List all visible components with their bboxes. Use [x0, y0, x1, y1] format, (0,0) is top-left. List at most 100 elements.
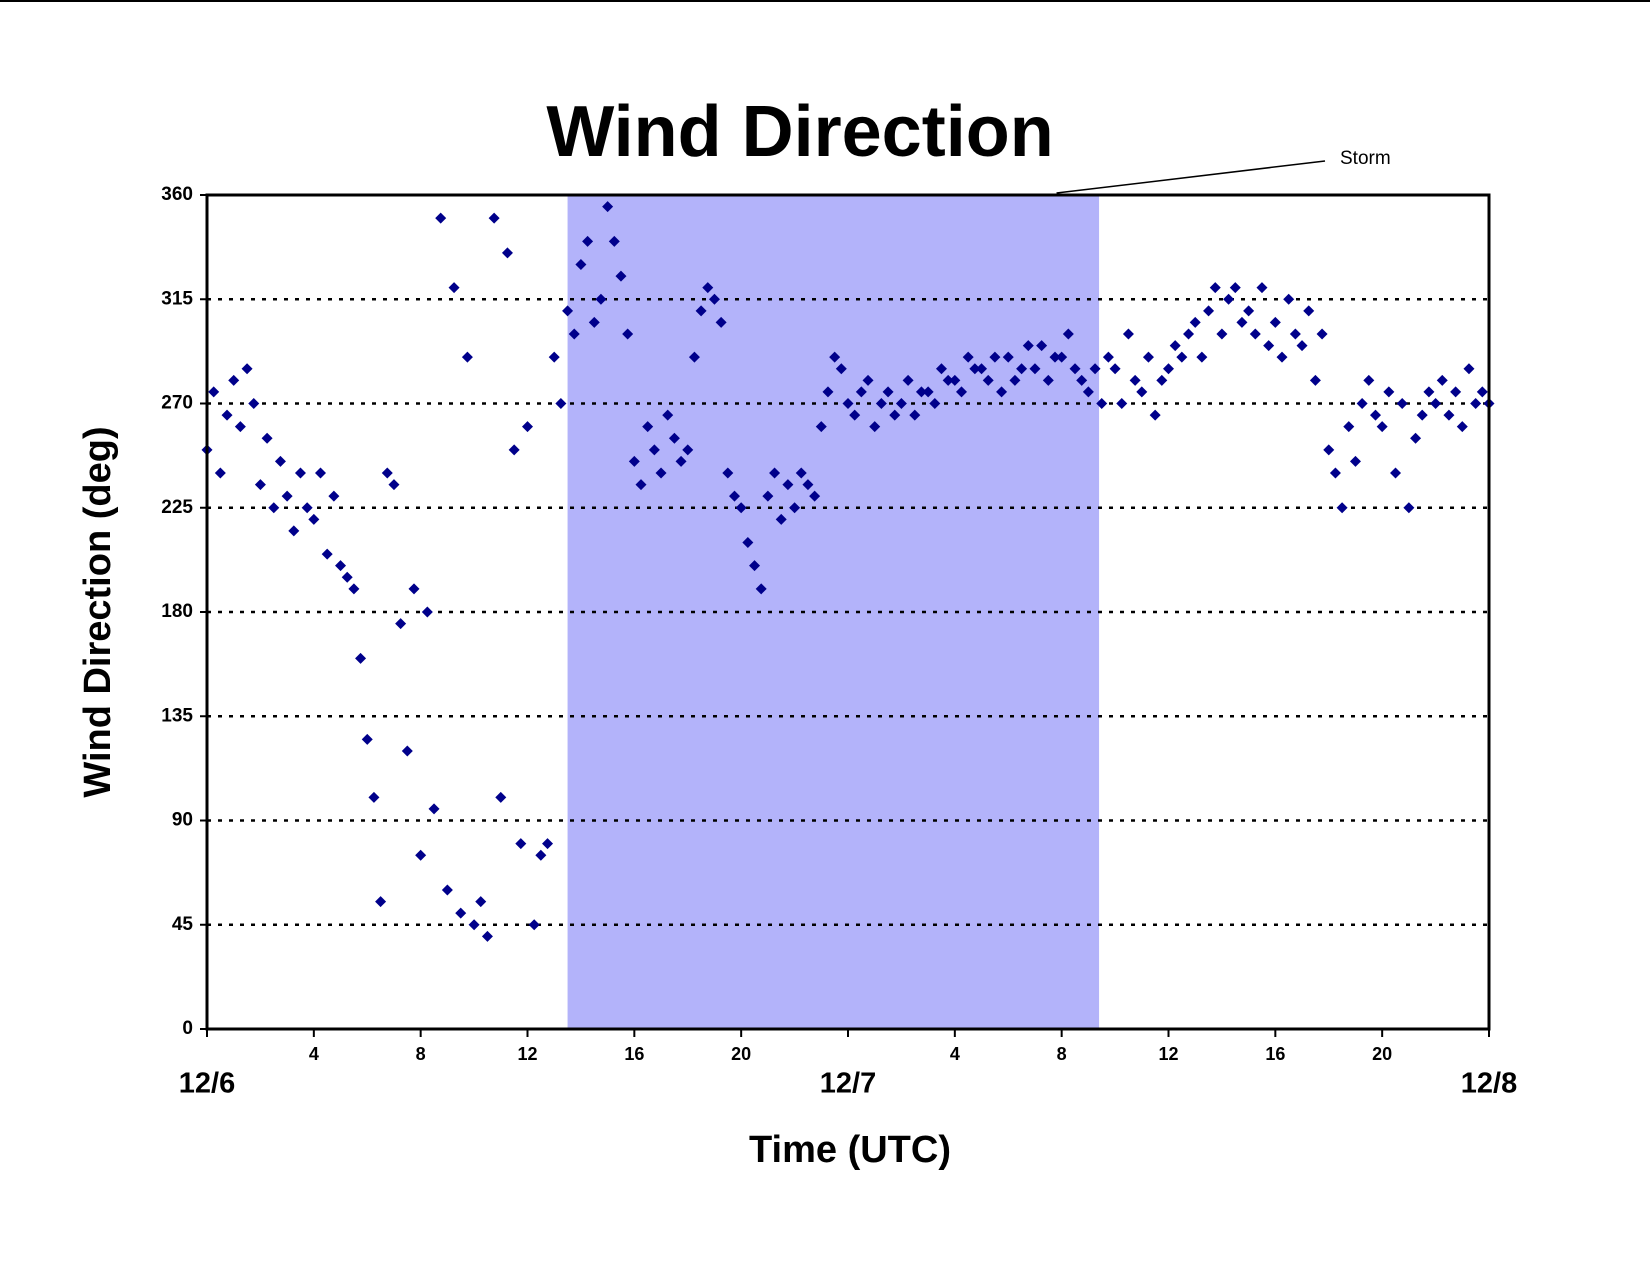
data-point: [1336, 502, 1348, 514]
data-point: [308, 513, 320, 525]
data-point: [862, 374, 874, 386]
data-point: [956, 386, 968, 398]
data-point: [1476, 386, 1488, 398]
data-point: [421, 606, 433, 618]
data-point: [762, 490, 774, 502]
data-point: [735, 502, 747, 514]
data-point: [1309, 374, 1321, 386]
data-point: [335, 560, 347, 572]
data-point: [1149, 409, 1161, 421]
data-point: [622, 328, 634, 340]
data-point: [1136, 386, 1148, 398]
data-point: [214, 467, 226, 479]
data-point: [842, 398, 854, 409]
y-axis-label: Wind Direction (deg): [77, 426, 119, 797]
data-point: [1450, 386, 1462, 398]
data-point: [1470, 398, 1482, 409]
data-point: [829, 351, 841, 363]
data-point: [1243, 305, 1255, 317]
data-point: [582, 235, 594, 247]
data-point: [562, 305, 574, 317]
data-point: [548, 351, 560, 363]
data-point: [1249, 328, 1261, 340]
data-point: [488, 212, 500, 224]
data-point: [1176, 351, 1188, 363]
data-point: [1183, 328, 1195, 340]
chart-title: Wind Direction: [546, 92, 1053, 172]
data-point: [1169, 340, 1181, 352]
data-point: [575, 259, 587, 270]
data-point: [962, 351, 974, 363]
x-tick-label: 16: [1265, 1044, 1285, 1064]
data-point: [522, 421, 533, 433]
data-point: [321, 548, 333, 560]
data-point: [1163, 363, 1174, 375]
data-point: [341, 571, 353, 583]
data-point: [368, 791, 380, 803]
data-point: [1096, 398, 1108, 409]
data-point: [969, 363, 981, 375]
data-point: [468, 919, 480, 931]
data-point: [942, 374, 954, 386]
data-point: [628, 455, 640, 467]
data-point: [555, 398, 567, 409]
data-point: [268, 502, 280, 514]
data-point: [428, 803, 440, 815]
data-point: [408, 583, 420, 595]
data-point: [1022, 340, 1034, 352]
data-point: [1156, 374, 1168, 386]
data-point: [688, 351, 700, 363]
data-point: [875, 398, 887, 409]
data-point: [281, 490, 293, 502]
data-point: [208, 386, 220, 398]
data-point: [869, 421, 881, 433]
data-point: [989, 351, 1001, 363]
data-point: [668, 432, 680, 444]
y-tick-label: 45: [172, 914, 194, 935]
data-point: [1042, 374, 1054, 386]
data-point: [909, 409, 921, 421]
data-point: [495, 791, 507, 803]
data-point: [1403, 502, 1415, 514]
data-point: [1036, 340, 1048, 352]
x-tick-label: 12: [517, 1044, 537, 1064]
data-point: [475, 896, 487, 908]
data-point: [1356, 398, 1368, 409]
x-tick-label: 8: [1057, 1044, 1067, 1064]
data-point: [515, 838, 527, 850]
data-point: [448, 282, 460, 294]
y-tick-label: 180: [161, 601, 193, 622]
data-point: [635, 479, 647, 491]
data-point: [802, 479, 814, 491]
data-point: [274, 455, 286, 467]
data-point: [795, 467, 807, 479]
data-point: [1002, 351, 1014, 363]
data-point: [1276, 351, 1288, 363]
data-point: [401, 745, 413, 757]
data-point: [535, 849, 547, 861]
data-point: [1410, 432, 1422, 444]
x-tick-label: 20: [731, 1044, 751, 1064]
data-point: [682, 444, 694, 456]
data-point: [415, 849, 427, 861]
data-point: [1323, 444, 1335, 456]
data-point: [982, 374, 994, 386]
data-point: [728, 490, 740, 502]
data-point: [809, 490, 821, 502]
x-tick-label: 20: [1372, 1044, 1392, 1064]
storm-leader: [1056, 160, 1326, 194]
data-point: [655, 467, 667, 479]
data-point: [929, 398, 941, 409]
data-point: [388, 479, 400, 491]
data-point: [1076, 374, 1088, 386]
data-point: [1390, 467, 1402, 479]
data-point: [662, 409, 674, 421]
data-point: [228, 374, 240, 386]
data-point: [976, 363, 988, 375]
data-point: [1049, 351, 1061, 363]
data-point: [568, 328, 580, 340]
y-tick-label: 270: [161, 393, 193, 414]
data-point: [288, 525, 300, 537]
data-point: [1089, 363, 1101, 375]
data-point: [1016, 363, 1028, 375]
